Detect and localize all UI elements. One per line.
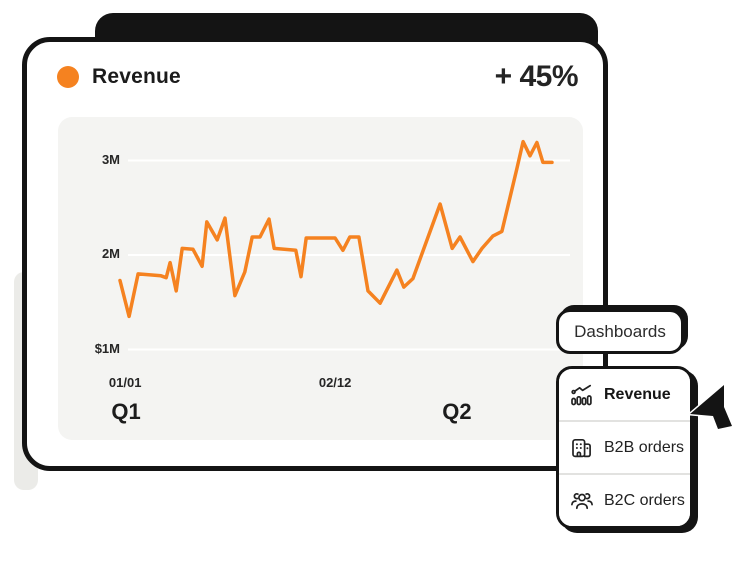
delta-badge: + 45% [494,60,579,93]
dashboards-dropdown-menu: Revenue B2B orders B2C orders [556,366,693,529]
orange-dot-icon [57,66,79,88]
card-header: Revenue + 45% [57,60,579,94]
quarter-label: Q2 [442,399,472,424]
menu-item-revenue[interactable]: Revenue [559,369,690,420]
menu-item-label: Revenue [604,385,671,403]
x-tick-label: 01/01 [108,375,142,390]
bar-chart-trend-icon [570,383,594,407]
y-tick-label: $1M [94,340,120,356]
chart-panel: $1M 2M 3M 01/01 02/12 Q1 Q2 [58,117,583,440]
menu-item-b2c-orders[interactable]: B2C orders [559,473,690,526]
y-tick-label: 3M [101,151,120,167]
menu-item-label: B2B orders [604,438,685,456]
mouse-cursor-pointer [688,383,734,431]
y-tick-label: 2M [101,246,120,261]
dashboards-button[interactable]: Dashboards [556,309,684,354]
dashboards-button-label: Dashboards [574,321,666,341]
revenue-line-chart [118,139,570,351]
people-group-icon [570,489,594,513]
card-title: Revenue [92,65,181,88]
menu-item-label: B2C orders [604,491,685,509]
x-tick-label: 02/12 [318,375,352,390]
building-icon [570,436,594,460]
card-title-group: Revenue [57,65,181,89]
revenue-series-line [118,139,554,319]
quarter-label: Q1 [111,399,141,424]
menu-item-b2b-orders[interactable]: B2B orders [559,420,690,473]
